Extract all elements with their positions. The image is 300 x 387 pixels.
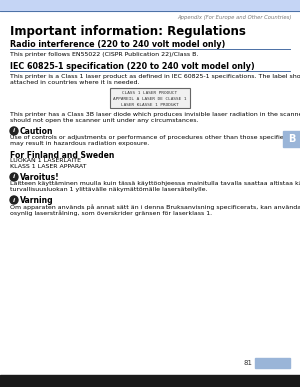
Text: turvallisuusluokan 1 ylittävälle näkymättömälle lasersäteilylle.: turvallisuusluokan 1 ylittävälle näkymät… [10, 187, 208, 192]
Text: Caution: Caution [20, 127, 53, 136]
Bar [0, 0, 300, 11]
Text: B: B [288, 134, 295, 144]
Text: Important information: Regulations: Important information: Regulations [10, 25, 246, 38]
Text: IEC 60825-1 specification (220 to 240 volt model only): IEC 60825-1 specification (220 to 240 vo… [10, 62, 255, 71]
Text: Laitteen käyttäminen muulla kuin tässä käyttöohjeessa mainitulla tavalla saattaa: Laitteen käyttäminen muulla kuin tässä k… [10, 181, 300, 186]
Circle shape [10, 196, 18, 204]
FancyBboxPatch shape [110, 88, 190, 108]
Text: APPAREIL A LASER DE CLASSE 1: APPAREIL A LASER DE CLASSE 1 [113, 97, 187, 101]
Text: KLASS 1 LASER APPARAT: KLASS 1 LASER APPARAT [10, 164, 86, 169]
Text: i: i [13, 197, 15, 202]
Text: LUOKAN 1 LASERLAITE: LUOKAN 1 LASERLAITE [10, 158, 81, 163]
Text: Radio interference (220 to 240 volt model only): Radio interference (220 to 240 volt mode… [10, 40, 225, 49]
Text: LASER KLASSE 1 PRODUKT: LASER KLASSE 1 PRODUKT [121, 103, 179, 106]
Text: osynlig laserstrålning, som överskrider gränsen för laserklass 1.: osynlig laserstrålning, som överskrider … [10, 210, 212, 216]
Text: i: i [13, 128, 15, 134]
Text: This printer is a Class 1 laser product as defined in IEC 60825-1 specifications: This printer is a Class 1 laser product … [10, 74, 300, 79]
Text: Varoitus!: Varoitus! [20, 173, 60, 182]
Text: CLASS 1 LASER PRODUCT: CLASS 1 LASER PRODUCT [122, 91, 178, 95]
Text: i: i [13, 175, 15, 180]
Text: Appendix (For Europe and Other Countries): Appendix (For Europe and Other Countries… [178, 15, 292, 20]
Circle shape [10, 173, 18, 181]
Text: For Finland and Sweden: For Finland and Sweden [10, 151, 114, 160]
Text: 81: 81 [244, 360, 253, 366]
Bar [255, 358, 290, 368]
Text: attached in countries where it is needed.: attached in countries where it is needed… [10, 80, 140, 85]
Text: This printer follows EN55022 (CISPR Publication 22)/Class B.: This printer follows EN55022 (CISPR Publ… [10, 52, 198, 57]
Text: should not open the scanner unit under any circumstances.: should not open the scanner unit under a… [10, 118, 199, 123]
Bar [0, 375, 300, 387]
Bar [283, 131, 300, 147]
Text: This printer has a Class 3B laser diode which produces invisible laser radiation: This printer has a Class 3B laser diode … [10, 112, 300, 117]
Text: Varning: Varning [20, 196, 54, 205]
Text: Use of controls or adjustments or performance of procedures other than those spe: Use of controls or adjustments or perfor… [10, 135, 300, 140]
Circle shape [10, 127, 18, 135]
Text: may result in hazardous radiation exposure.: may result in hazardous radiation exposu… [10, 141, 149, 146]
Text: Om apparaten används på annat sätt än i denna Bruksanvisning specificerats, kan : Om apparaten används på annat sätt än i … [10, 204, 300, 210]
